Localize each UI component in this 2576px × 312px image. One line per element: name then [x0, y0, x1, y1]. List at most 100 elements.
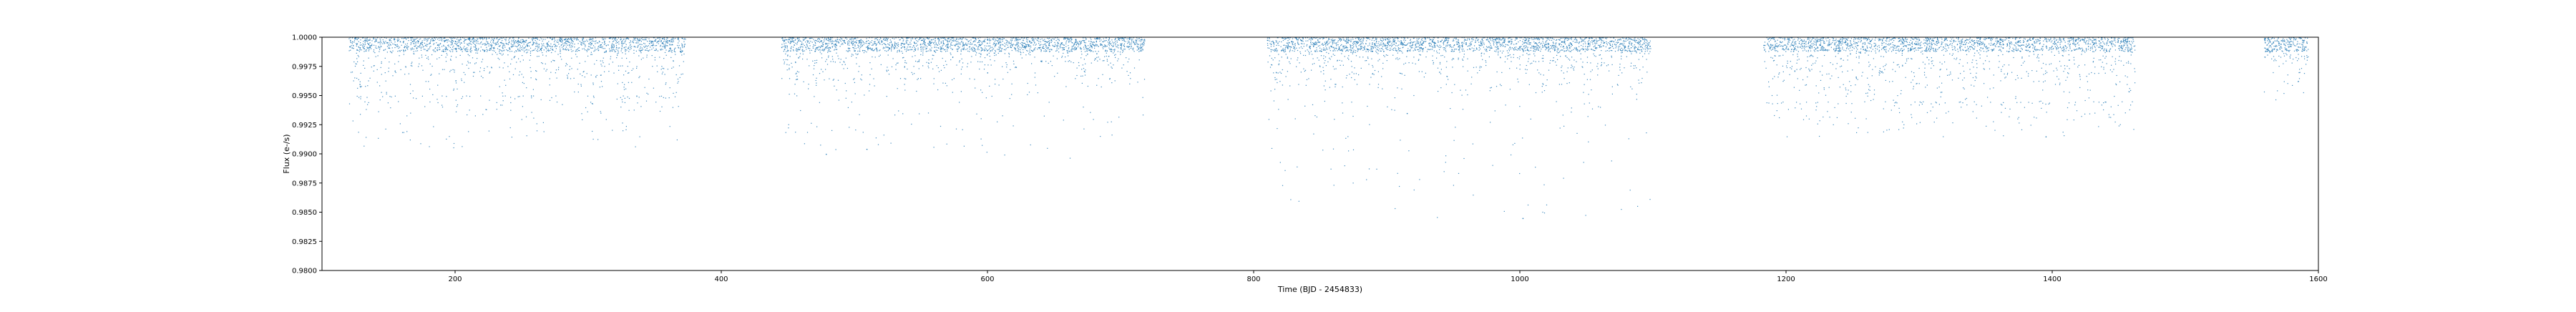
data-point [1116, 40, 1118, 42]
data-point [1096, 38, 1097, 39]
data-point [510, 109, 512, 111]
data-point [489, 49, 491, 52]
data-point [424, 49, 426, 50]
data-point [1392, 39, 1394, 41]
data-point [552, 49, 554, 51]
data-point [1313, 43, 1314, 44]
data-point [1550, 45, 1551, 47]
data-point [362, 45, 364, 47]
data-point [830, 51, 831, 52]
data-point [377, 42, 379, 44]
data-point [638, 55, 640, 57]
data-point [1522, 44, 1523, 45]
data-point [1292, 50, 1293, 52]
data-point [353, 80, 354, 82]
data-point [1123, 39, 1125, 40]
data-point [942, 57, 943, 59]
data-point [388, 44, 389, 46]
data-point [1023, 37, 1025, 39]
data-point [497, 48, 499, 49]
data-point [641, 49, 643, 51]
data-point [523, 40, 525, 42]
data-point [455, 82, 457, 84]
data-point [560, 38, 561, 39]
data-point [1481, 44, 1483, 46]
data-point [369, 47, 371, 49]
data-point [462, 51, 463, 52]
data-point [670, 49, 672, 51]
data-point [540, 99, 542, 100]
data-point [952, 37, 954, 39]
data-point [454, 69, 455, 71]
data-point [434, 47, 436, 49]
data-point [962, 43, 964, 44]
data-point [1136, 43, 1138, 44]
data-point [1335, 42, 1337, 44]
data-point [788, 127, 789, 129]
data-point [938, 41, 940, 42]
data-point [1093, 44, 1095, 46]
data-point [928, 62, 930, 64]
data-point [406, 43, 409, 44]
data-point [1519, 64, 1521, 66]
data-point [804, 39, 805, 41]
data-point [1069, 60, 1070, 62]
data-point [957, 50, 958, 52]
data-point [1571, 39, 1572, 40]
data-point [1081, 82, 1083, 84]
data-point [384, 72, 386, 74]
data-point [796, 75, 798, 77]
data-point [509, 51, 511, 52]
data-point [887, 50, 889, 52]
data-point [1395, 50, 1397, 52]
data-point [1401, 51, 1402, 52]
data-point [359, 47, 361, 49]
data-point [988, 52, 990, 54]
data-point [518, 44, 519, 46]
data-point [482, 77, 484, 79]
data-point [398, 101, 399, 102]
data-point [1040, 49, 1042, 51]
data-point [616, 39, 618, 41]
data-point [784, 39, 785, 41]
data-point [450, 44, 452, 46]
data-point [1417, 49, 1418, 51]
data-point [1517, 49, 1518, 51]
data-point [971, 49, 972, 51]
data-point [1629, 38, 1631, 39]
data-point [950, 52, 951, 54]
data-point [1601, 40, 1603, 42]
data-point [812, 47, 814, 49]
data-point [796, 42, 798, 44]
data-point [1531, 62, 1533, 64]
data-point [1070, 37, 1072, 39]
data-point [940, 125, 942, 127]
data-point [474, 115, 476, 117]
data-point [1270, 46, 1272, 47]
data-point [1043, 48, 1045, 49]
data-point [1347, 42, 1348, 43]
data-point [789, 39, 791, 40]
data-point [819, 102, 820, 103]
data-point [451, 42, 452, 44]
data-point [592, 95, 595, 97]
data-point [1018, 51, 1019, 52]
data-point [868, 45, 869, 47]
data-point [1141, 47, 1143, 48]
data-point [789, 78, 791, 79]
data-point [530, 77, 532, 79]
data-point [965, 44, 967, 46]
data-point [1138, 40, 1140, 42]
data-point [1642, 39, 1644, 40]
data-point [530, 71, 532, 72]
data-point [868, 47, 869, 49]
data-point [784, 41, 785, 42]
data-point [441, 40, 443, 42]
data-point [640, 38, 642, 39]
data-point [1340, 45, 1342, 47]
data-point [515, 50, 517, 52]
data-point [1367, 45, 1369, 47]
data-point [917, 78, 919, 79]
data-point [665, 42, 667, 44]
